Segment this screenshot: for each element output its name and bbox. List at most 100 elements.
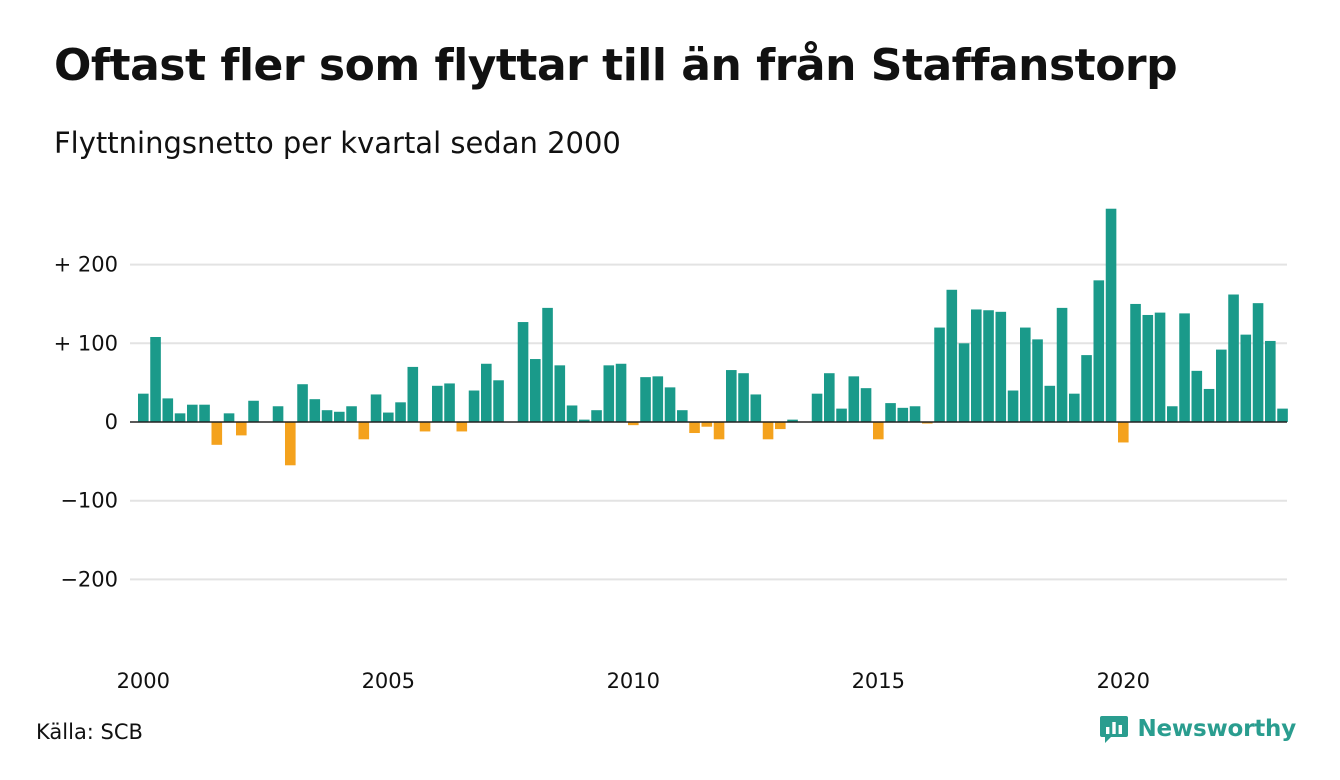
bar-positive: [432, 385, 443, 422]
bar-negative: [456, 422, 468, 432]
bar-positive: [1277, 408, 1288, 422]
bar-positive: [1191, 370, 1203, 423]
bar-positive: [199, 404, 210, 422]
bar-positive: [1252, 303, 1264, 422]
bar-positive: [1056, 307, 1068, 422]
bar-positive: [493, 380, 504, 422]
bar-positive: [591, 410, 602, 422]
bar-positive: [579, 419, 590, 422]
bar-positive: [860, 388, 872, 422]
bar-positive: [824, 373, 835, 422]
bar-negative: [689, 422, 700, 434]
bar-positive: [554, 365, 566, 422]
bar-positive: [1081, 355, 1092, 422]
bar-positive: [1032, 339, 1043, 423]
bar-positive: [1142, 314, 1154, 422]
bar-positive: [187, 404, 198, 422]
bar-positive: [971, 309, 982, 422]
bar-positive: [1093, 280, 1105, 422]
bar-positive: [958, 343, 970, 422]
bar-positive: [885, 403, 896, 422]
y-tick-label: + 200: [54, 253, 118, 277]
bar-positive: [407, 366, 419, 422]
bar-positive: [1020, 327, 1031, 422]
bar-positive: [750, 394, 762, 422]
bar-positive: [726, 370, 737, 422]
bar-positive: [983, 310, 994, 422]
bar-positive: [468, 390, 480, 422]
bar-negative: [211, 422, 223, 445]
bar-negative: [713, 422, 725, 440]
bar-positive: [652, 376, 664, 422]
bar-positive: [138, 393, 149, 422]
bar-positive: [162, 398, 174, 422]
bar-negative: [358, 422, 370, 440]
bar-positive: [1265, 340, 1276, 422]
bar-positive: [1167, 406, 1178, 422]
y-tick-label: −200: [60, 567, 118, 591]
bar-positive: [615, 363, 627, 422]
x-tick-label: 2020: [1097, 669, 1150, 693]
bar-negative: [419, 422, 431, 432]
bar-positive: [1007, 390, 1019, 422]
bars: [138, 208, 1288, 466]
bar-positive: [309, 399, 321, 422]
bar-positive: [383, 412, 394, 422]
bar-positive: [848, 376, 860, 422]
bar-positive: [248, 400, 259, 422]
bar-positive: [223, 413, 235, 422]
bar-positive: [1069, 393, 1080, 422]
chart-title: Oftast fler som flyttar till än från Sta…: [54, 40, 1178, 91]
x-tick-label: 2000: [117, 669, 170, 693]
x-axis-labels: 2000 2005 2010 2015 2020: [117, 669, 1150, 693]
bar-positive: [566, 405, 578, 422]
bar-positive: [1179, 313, 1190, 422]
bar-positive: [934, 327, 945, 422]
bar-negative: [1118, 422, 1129, 443]
bar-positive: [1228, 294, 1239, 422]
bar-positive: [836, 408, 847, 422]
bar-positive: [603, 365, 615, 422]
bar-negative: [628, 422, 639, 426]
bar-positive: [334, 411, 345, 422]
brand-logo: Newsworthy: [1099, 714, 1296, 744]
bar-positive: [444, 383, 455, 422]
bar-positive: [542, 307, 553, 422]
bar-positive: [1105, 208, 1117, 422]
bar-positive: [1154, 312, 1166, 422]
x-tick-label: 2005: [362, 669, 415, 693]
bar-positive: [1203, 388, 1215, 422]
bar-positive: [946, 289, 958, 422]
bar-positive: [1044, 385, 1056, 422]
bar-positive: [370, 394, 382, 422]
bar-positive: [174, 413, 186, 422]
bar-positive: [321, 410, 333, 422]
y-tick-label: −100: [60, 489, 118, 513]
bar-negative: [701, 422, 713, 427]
bar-positive: [297, 384, 308, 422]
newsworthy-logo-icon: [1100, 716, 1129, 743]
bar-positive: [1130, 303, 1141, 422]
bar-positive: [395, 402, 406, 422]
bar-positive: [738, 373, 749, 422]
bar-positive: [272, 406, 284, 422]
bar-positive: [640, 377, 651, 422]
bar-positive: [677, 410, 688, 422]
bar-positive: [811, 393, 823, 422]
y-axis-labels: + 200 + 100 0 −100 −200: [54, 253, 118, 592]
bar-positive: [530, 359, 541, 422]
bar-positive: [1240, 334, 1252, 422]
bar-positive: [897, 407, 909, 422]
bar-positive: [909, 406, 921, 422]
bar-positive: [346, 406, 357, 422]
bar-positive: [517, 322, 529, 422]
y-tick-label: 0: [105, 410, 118, 434]
bar-negative: [775, 422, 786, 430]
bar-positive: [664, 387, 676, 422]
bar-negative: [285, 422, 296, 466]
bar-positive: [481, 363, 492, 422]
y-tick-label: + 100: [54, 331, 118, 355]
bar-positive: [995, 311, 1007, 422]
bar-negative: [873, 422, 884, 440]
bar-negative: [762, 422, 774, 440]
